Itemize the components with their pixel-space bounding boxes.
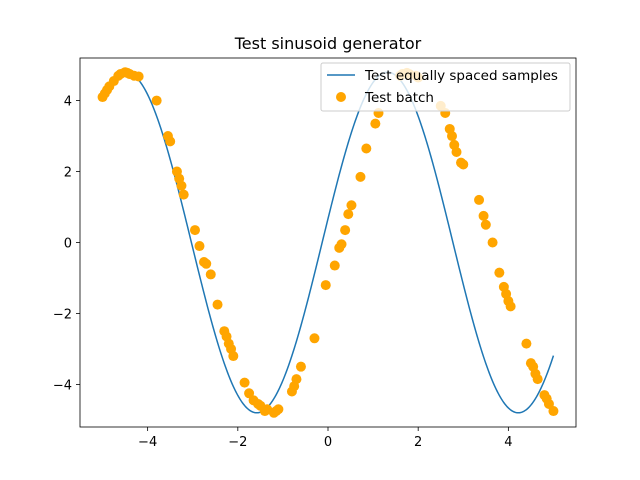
scatter-point (480, 219, 491, 230)
scatter-point (329, 260, 340, 271)
legend: Test equally spaced samples Test batch (320, 62, 571, 112)
scatter-point (320, 280, 331, 291)
x-tick-label: −4 (138, 435, 157, 450)
scatter-point (548, 406, 559, 417)
scatter-point (361, 143, 372, 154)
scatter-point (176, 180, 187, 191)
x-tick-label: −2 (228, 435, 247, 450)
scatter-point (239, 377, 250, 388)
scatter-point (355, 171, 366, 182)
scatter-layer (97, 67, 559, 418)
scatter-point (205, 269, 216, 280)
scatter-point (474, 194, 485, 205)
x-tick-label: 4 (504, 435, 512, 450)
scatter-point (451, 147, 462, 158)
legend-box (320, 62, 571, 112)
axes-layer: −4 −2 0 2 4 −4 −2 0 2 4 (53, 57, 577, 450)
scatter-point (447, 131, 457, 142)
scatter-point (487, 237, 498, 248)
x-tick-label: 2 (414, 435, 422, 450)
scatter-point (178, 189, 189, 200)
scatter-point (151, 95, 162, 106)
scatter-point (194, 241, 205, 252)
y-tick-label: 0 (64, 237, 72, 252)
scatter-point (370, 118, 381, 129)
scatter-point (343, 209, 354, 220)
scatter-point (478, 210, 489, 221)
scatter-point (244, 388, 255, 399)
y-tick-label: −2 (53, 307, 72, 322)
scatter-point (133, 71, 144, 82)
scatter-point (494, 267, 505, 278)
scatter-point (295, 361, 306, 372)
scatter-point (291, 374, 302, 385)
scatter-point (189, 225, 200, 236)
y-tick-label: −4 (53, 378, 72, 393)
y-tick-label: 4 (64, 95, 72, 110)
scatter-point (309, 333, 320, 344)
legend-label-scatter: Test batch (364, 90, 434, 106)
scatter-point (201, 258, 212, 269)
scatter-point (458, 159, 469, 170)
plot-frame (79, 57, 577, 428)
legend-scatter-swatch (336, 92, 346, 102)
chart-title: Test sinusoid generator (234, 34, 422, 53)
scatter-point (336, 239, 347, 250)
scatter-point (228, 351, 239, 362)
scatter-point (273, 404, 284, 415)
scatter-point (346, 200, 357, 211)
scatter-point (532, 374, 543, 385)
y-tick-label: 2 (64, 166, 72, 181)
scatter-point (543, 398, 554, 409)
scatter-point (505, 301, 516, 312)
x-tick-label: 0 (324, 435, 332, 450)
scatter-point (212, 299, 223, 310)
legend-label-line: Test equally spaced samples (364, 68, 558, 84)
scatter-point (340, 225, 351, 236)
scatter-point (521, 338, 532, 349)
scatter-point (165, 136, 176, 147)
